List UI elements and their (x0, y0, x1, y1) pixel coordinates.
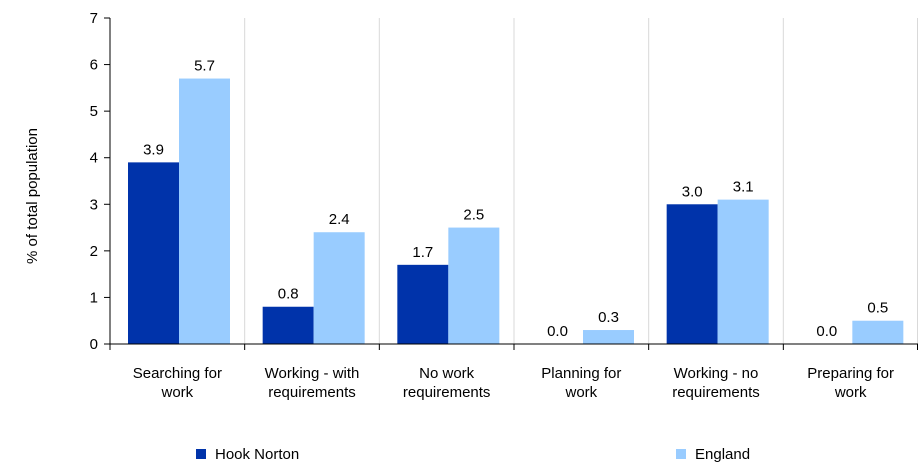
legend-label: England (695, 446, 750, 463)
x-category-label-line: requirements (672, 384, 760, 401)
data-label: 3.0 (682, 183, 703, 200)
x-category-label-line: Preparing for (807, 365, 894, 382)
legend-swatch (676, 449, 686, 459)
y-tick-label: 6 (90, 57, 98, 74)
x-category-label-line: requirements (268, 384, 356, 401)
x-category-label-line: Searching for (133, 365, 222, 382)
x-category-label: Working - no requirements (672, 365, 760, 401)
bar (583, 330, 634, 344)
bar (128, 162, 179, 344)
bar (179, 78, 230, 345)
bar (666, 204, 718, 344)
legend-swatch (196, 449, 206, 459)
legend-label: Hook Norton (215, 446, 299, 463)
x-category-label-line: Working - with (265, 365, 360, 382)
bars (128, 78, 904, 345)
data-label: 2.5 (463, 207, 484, 224)
x-category-label-line: Working - no (674, 365, 759, 382)
y-tick-label: 4 (90, 150, 98, 167)
y-tick-label: 3 (90, 196, 98, 213)
y-axis-title: % of total population (24, 128, 41, 264)
bar (448, 227, 500, 344)
y-tick-label: 0 (90, 336, 98, 353)
y-tick-label: 5 (90, 103, 98, 120)
x-category-label: Planning for work (541, 365, 621, 401)
x-category-label: No work requirements (403, 365, 491, 401)
data-label: 0.3 (598, 309, 619, 326)
x-category-label-line: work (160, 384, 193, 401)
data-label: 0.0 (547, 323, 568, 340)
data-label: 0.0 (816, 323, 837, 340)
data-label: 3.9 (143, 141, 164, 158)
data-label: 0.5 (867, 300, 888, 317)
bar (313, 232, 365, 344)
x-category-label-line: work (564, 384, 597, 401)
x-category-label: Working - with requirements (265, 365, 360, 401)
data-label: 1.7 (412, 244, 433, 261)
labels: 0 1 2 3 4 5 6 7 3.9 5.7 Searching for work 0.8 2.4 Wor… (90, 10, 894, 401)
bar (717, 199, 769, 344)
bar (262, 306, 314, 344)
legend: Hook Norton England (196, 446, 750, 463)
axes (104, 17, 918, 350)
y-tick-label: 1 (90, 289, 98, 306)
y-tick-label: 7 (90, 10, 98, 27)
bar (852, 320, 904, 344)
data-label: 0.8 (278, 286, 299, 303)
x-category-label-line: No work (419, 365, 475, 382)
x-category-label-line: Planning for (541, 365, 621, 382)
x-category-label-line: requirements (403, 384, 491, 401)
y-tick-label: 2 (90, 243, 98, 260)
x-category-label-line: work (834, 384, 867, 401)
data-label: 5.7 (194, 58, 215, 75)
data-label: 2.4 (329, 211, 350, 228)
x-category-label: Searching for work (133, 365, 222, 401)
data-label: 3.1 (733, 179, 754, 196)
bar (397, 264, 449, 344)
x-category-label: Preparing for work (807, 365, 894, 401)
